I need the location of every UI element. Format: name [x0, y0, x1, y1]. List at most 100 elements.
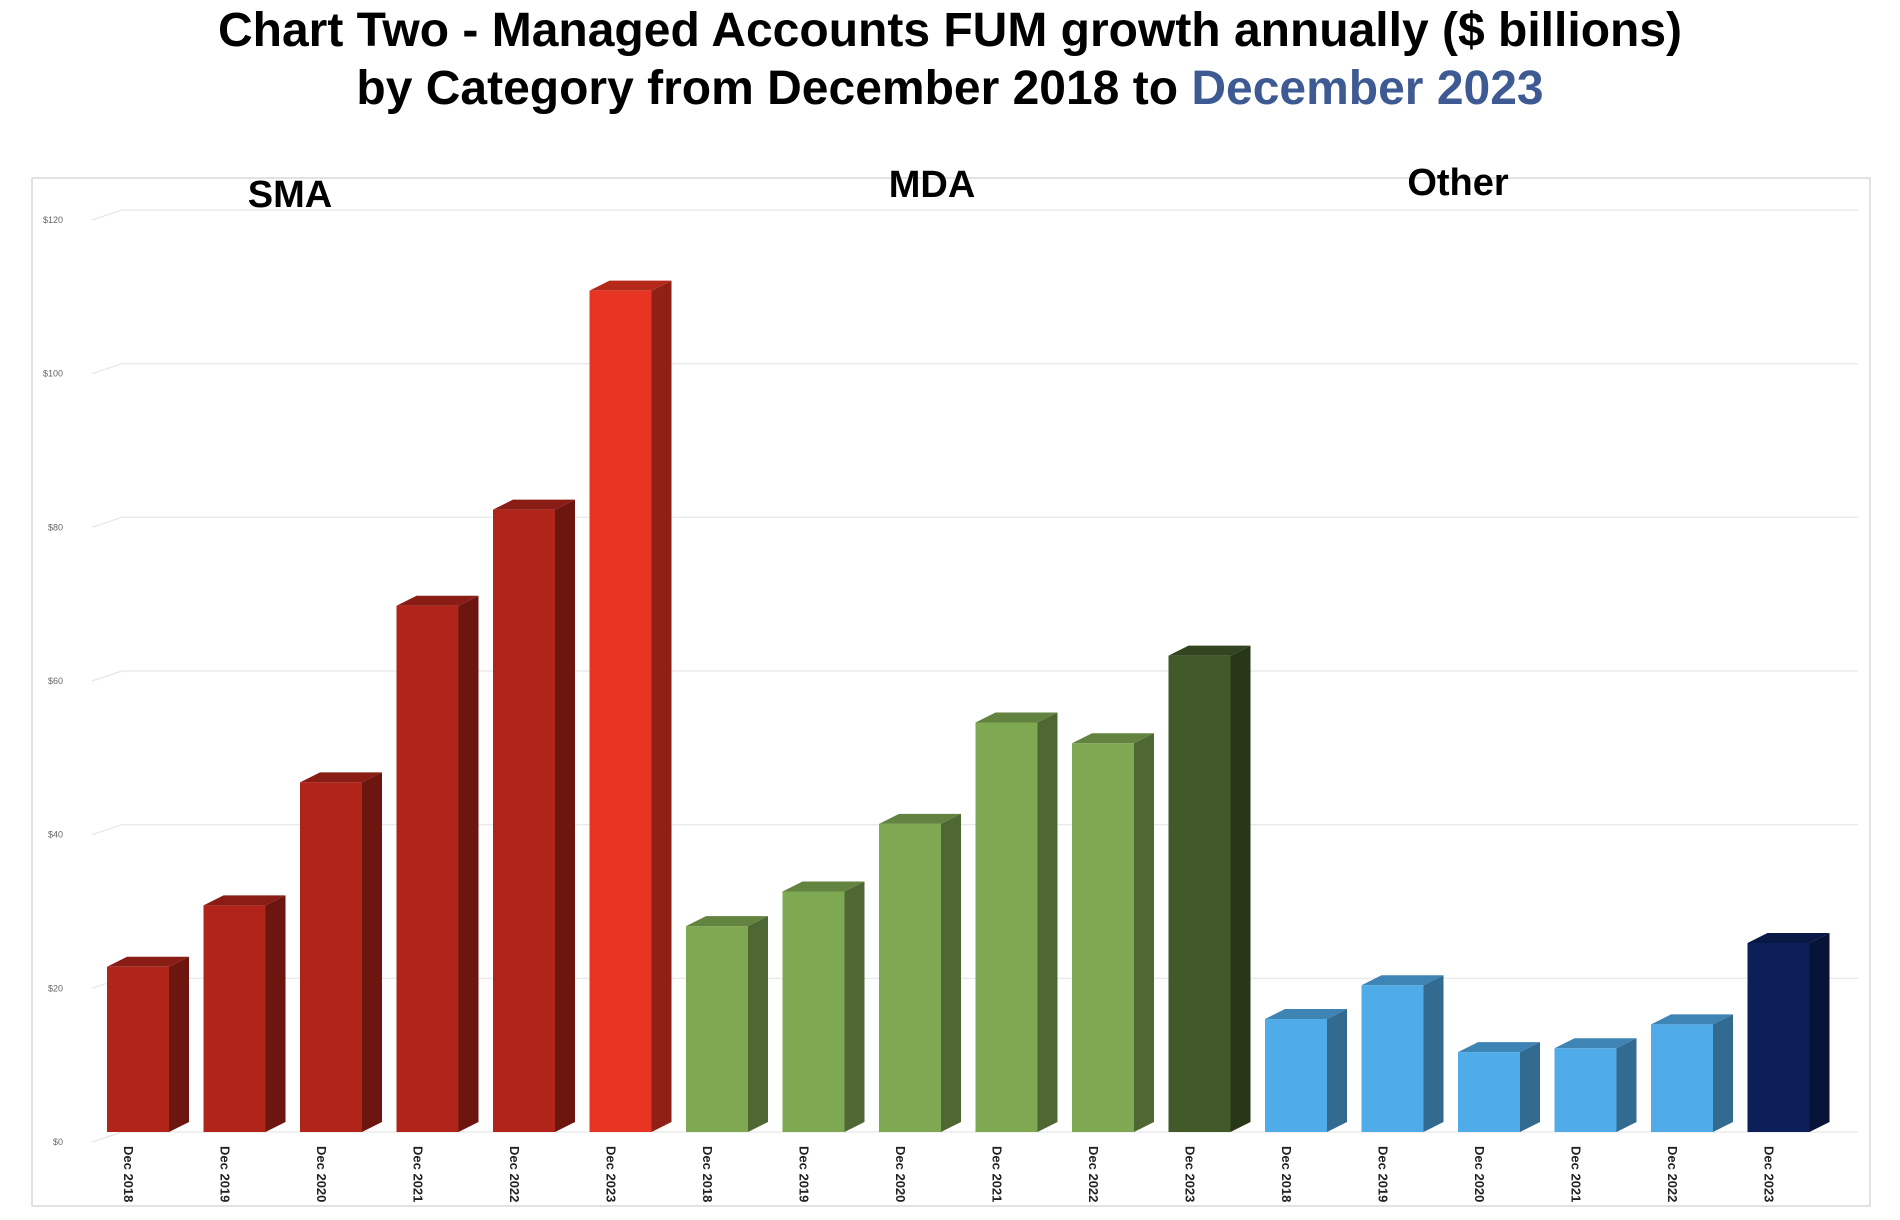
bar-mda-dec-2023 — [1168, 645, 1251, 1132]
bar-top — [686, 916, 768, 927]
bar-front — [1747, 942, 1810, 1132]
y-tick-label: $60 — [48, 676, 63, 686]
bar-top — [203, 895, 286, 906]
x-tick-label: Dec 2022 — [1665, 1146, 1680, 1202]
x-tick-label: Dec 2018 — [700, 1146, 715, 1202]
chart-title-highlight: December 2023 — [1191, 62, 1544, 115]
bar-sma-dec-2019 — [203, 895, 286, 1132]
bar-side — [169, 956, 189, 1132]
bar-top — [107, 956, 189, 967]
bar-side — [1616, 1038, 1637, 1132]
x-tick-label: Dec 2023 — [1762, 1146, 1777, 1202]
chart-title-line2-prefix: by Category from December 2018 to — [356, 62, 1192, 115]
bar-mda-dec-2022 — [1072, 733, 1154, 1132]
bar-other-dec-2018 — [1265, 1009, 1347, 1132]
bar-side — [1713, 1014, 1733, 1132]
bar-side — [265, 895, 286, 1132]
bar-front — [589, 290, 652, 1132]
bar-other-dec-2022 — [1651, 1014, 1733, 1132]
bar-front — [1651, 1024, 1713, 1132]
bar-front — [107, 966, 169, 1132]
x-tick-label: Dec 2022 — [507, 1146, 522, 1202]
group-labels: SMA MDA Other — [248, 162, 1509, 216]
bar-side — [1134, 733, 1154, 1132]
y-tick-label: $120 — [43, 215, 63, 225]
bar-front — [203, 905, 266, 1132]
bar-front — [1072, 743, 1134, 1132]
bar-top — [782, 881, 865, 892]
bar-top — [396, 595, 479, 606]
bar-top — [879, 813, 961, 824]
x-tick-label: Dec 2023 — [604, 1146, 619, 1202]
x-tick-label: Dec 2018 — [121, 1146, 136, 1202]
bar-top — [1651, 1014, 1733, 1025]
bar-other-dec-2019 — [1361, 975, 1444, 1132]
grid-line-diagonal — [91, 516, 123, 528]
bar-top — [300, 772, 382, 783]
x-tick-label: Dec 2021 — [411, 1146, 426, 1202]
bars — [107, 280, 1830, 1132]
x-axis-labels: Dec 2018 Dec 2019 Dec 2020 Dec 2021 Dec 2022… — [121, 1146, 1777, 1202]
chart-title-line2: by Category from December 2018 to Decemb… — [0, 60, 1900, 118]
bar-front — [1554, 1048, 1617, 1132]
bar-front — [975, 722, 1038, 1132]
bar-sma-dec-2022 — [493, 499, 575, 1132]
bar-front — [1265, 1019, 1327, 1132]
x-tick-label: Dec 2020 — [893, 1146, 908, 1202]
bar-sma-dec-2023 — [589, 280, 672, 1132]
x-tick-label: Dec 2022 — [1086, 1146, 1101, 1202]
bar-other-dec-2021 — [1554, 1038, 1637, 1132]
bar-top — [1554, 1038, 1637, 1049]
bar-mda-dec-2018 — [686, 916, 768, 1132]
bar-top — [1265, 1009, 1347, 1020]
x-tick-label: Dec 2021 — [1569, 1146, 1584, 1202]
bar-top — [1361, 975, 1444, 986]
y-tick-label: $0 — [53, 1137, 63, 1147]
bar-top — [493, 499, 575, 510]
bar-mda-dec-2021 — [975, 712, 1058, 1132]
x-tick-label: Dec 2019 — [1376, 1146, 1391, 1202]
bar-sma-dec-2021 — [396, 595, 479, 1132]
bar-front — [879, 823, 941, 1132]
x-tick-label: Dec 2019 — [218, 1146, 233, 1202]
bar-side — [1809, 932, 1830, 1132]
x-tick-label: Dec 2023 — [1183, 1146, 1198, 1202]
bar-mda-dec-2019 — [782, 881, 865, 1132]
x-tick-label: Dec 2019 — [797, 1146, 812, 1202]
bar-front — [1168, 655, 1231, 1132]
bar-sma-dec-2020 — [300, 772, 382, 1132]
bar-front — [1361, 985, 1424, 1132]
bar-side — [555, 499, 575, 1132]
bar-other-dec-2020 — [1458, 1042, 1540, 1132]
bar-top — [1168, 645, 1251, 656]
y-tick-label: $20 — [48, 983, 63, 993]
group-label-mda: MDA — [889, 164, 976, 206]
bar-front — [1458, 1052, 1520, 1132]
bar-front — [300, 782, 362, 1132]
y-tick-label: $80 — [48, 522, 63, 532]
bar-side — [844, 881, 865, 1132]
x-tick-label: Dec 2021 — [990, 1146, 1005, 1202]
y-axis-ticks: $0 $20 $40 $60 $80 $100 $120 — [43, 215, 63, 1147]
bar-top — [589, 280, 672, 291]
chart-title-line1: Chart Two - Managed Accounts FUM growth … — [217, 4, 1683, 57]
x-tick-label: Dec 2018 — [1279, 1146, 1294, 1202]
bar-side — [941, 813, 961, 1132]
bar-top — [1072, 733, 1154, 744]
bar-side — [1230, 645, 1251, 1132]
grid-line-diagonal — [91, 824, 123, 836]
x-tick-label: Dec 2020 — [1472, 1146, 1487, 1202]
group-label-other: Other — [1407, 162, 1509, 204]
bar-mda-dec-2020 — [879, 813, 961, 1132]
bar-front — [493, 509, 555, 1132]
bar-side — [458, 595, 479, 1132]
grid-line-diagonal — [91, 363, 123, 375]
group-label-sma: SMA — [248, 174, 332, 216]
bar-side — [1327, 1009, 1347, 1132]
bar-other-dec-2023 — [1747, 932, 1830, 1132]
x-tick-label: Dec 2020 — [314, 1146, 329, 1202]
bar-top — [1458, 1042, 1540, 1053]
bar-top — [975, 712, 1058, 723]
bar-side — [748, 916, 768, 1132]
